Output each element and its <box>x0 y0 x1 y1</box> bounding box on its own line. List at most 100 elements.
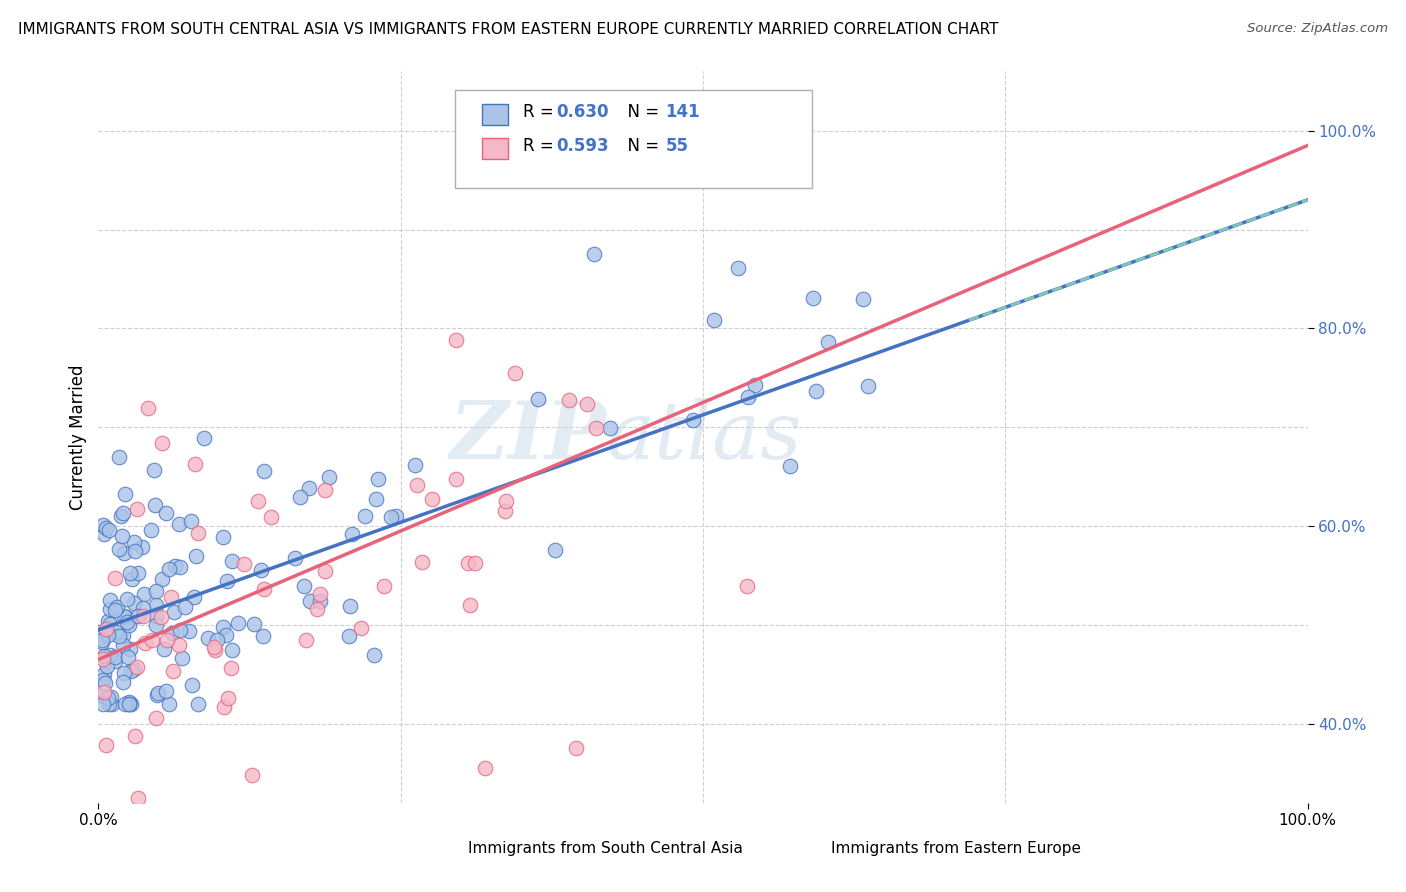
Point <box>91 517 114 532</box>
Point <box>127 566 149 580</box>
Point <box>817 334 839 349</box>
Point <box>495 494 517 508</box>
Point <box>141 633 163 648</box>
Point <box>145 584 167 599</box>
Point <box>118 641 141 656</box>
Point <box>93 675 115 690</box>
Point <box>247 494 270 508</box>
Point <box>118 697 141 711</box>
Point <box>779 459 801 474</box>
Point <box>94 738 117 752</box>
Point <box>100 690 122 705</box>
Point <box>446 333 468 347</box>
Text: 55: 55 <box>665 137 689 155</box>
Point <box>111 529 134 543</box>
Text: Immigrants from South Central Asia: Immigrants from South Central Asia <box>468 841 744 856</box>
Point <box>155 506 177 520</box>
Point <box>585 421 607 435</box>
Point <box>260 509 283 524</box>
Point <box>253 464 276 478</box>
Point <box>150 572 173 586</box>
Point <box>94 521 117 535</box>
Point <box>98 593 121 607</box>
Point <box>252 629 274 643</box>
Point <box>90 633 112 648</box>
Point <box>444 472 467 486</box>
Point <box>703 313 725 327</box>
Point <box>131 609 153 624</box>
Point <box>804 384 827 398</box>
Point <box>156 632 179 647</box>
Point <box>153 642 176 657</box>
Point <box>127 660 149 674</box>
Point <box>856 379 879 393</box>
Point <box>160 830 183 845</box>
Point <box>145 688 167 702</box>
Text: R =: R = <box>523 103 558 120</box>
FancyBboxPatch shape <box>456 90 811 188</box>
Point <box>727 260 749 275</box>
Text: N =: N = <box>617 103 665 120</box>
Point <box>96 658 118 673</box>
Point <box>503 367 526 381</box>
Point <box>162 605 184 619</box>
Point <box>162 665 184 679</box>
Point <box>98 616 121 631</box>
Point <box>91 689 114 703</box>
Point <box>93 651 115 665</box>
Point <box>299 594 322 608</box>
Point <box>364 492 387 507</box>
Point <box>298 481 321 495</box>
Y-axis label: Currently Married: Currently Married <box>69 364 87 510</box>
Point <box>169 560 191 574</box>
Text: Immigrants from Eastern Europe: Immigrants from Eastern Europe <box>831 841 1081 856</box>
Point <box>93 527 115 541</box>
Point <box>108 629 131 643</box>
Point <box>121 572 143 586</box>
Point <box>527 392 550 406</box>
Point <box>197 632 219 646</box>
Point <box>97 628 120 642</box>
Point <box>404 458 426 472</box>
Point <box>852 293 875 307</box>
Point <box>131 540 153 554</box>
Point <box>104 571 127 585</box>
Point <box>243 617 266 632</box>
Point <box>93 697 115 711</box>
Point <box>458 598 481 612</box>
Point <box>98 602 121 616</box>
Point <box>120 566 142 580</box>
Point <box>111 639 134 653</box>
Point <box>146 686 169 700</box>
Point <box>104 603 127 617</box>
Point <box>363 648 385 662</box>
Point <box>214 700 236 714</box>
Point <box>117 618 139 632</box>
Point <box>114 487 136 501</box>
Point <box>145 617 167 632</box>
Point <box>97 697 120 711</box>
Point <box>145 598 167 612</box>
Point <box>558 392 581 407</box>
Point <box>183 590 205 604</box>
Point <box>155 684 177 698</box>
Point <box>314 564 336 578</box>
Point <box>180 514 202 528</box>
Point <box>93 667 115 681</box>
Point <box>124 729 146 743</box>
Point <box>373 579 395 593</box>
Point <box>193 431 215 445</box>
Point <box>117 649 139 664</box>
Text: 141: 141 <box>665 103 700 120</box>
Text: 0.593: 0.593 <box>557 137 609 155</box>
Point <box>149 610 172 624</box>
Point <box>217 690 239 705</box>
Point <box>737 390 759 404</box>
Point <box>145 609 167 624</box>
Point <box>127 791 149 805</box>
Point <box>103 649 125 664</box>
Point <box>97 523 120 537</box>
Point <box>215 628 238 642</box>
Point <box>104 654 127 668</box>
Point <box>112 546 135 560</box>
